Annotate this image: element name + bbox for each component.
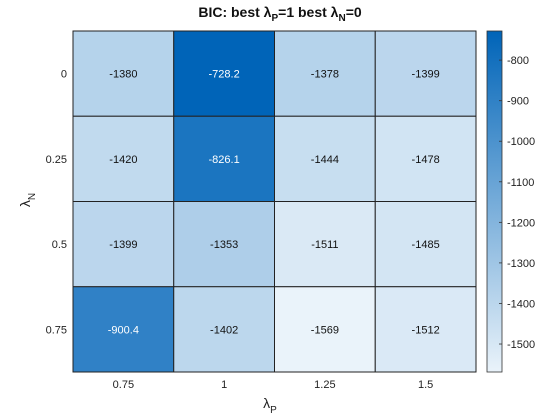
heatmap-cell: [173, 201, 275, 288]
heatmap-cell: [72, 30, 175, 117]
cell-label: -1444: [311, 154, 339, 166]
heatmap-cell: [72, 115, 175, 202]
cell-label: -1353: [210, 239, 238, 251]
y-tick-label: 0.25: [46, 154, 67, 166]
cell-label: -1485: [412, 239, 440, 251]
heatmap-cell: [274, 286, 376, 373]
cell-label: -1402: [210, 324, 238, 336]
x-tick-label: 1: [221, 379, 227, 391]
colorbar-tick-label: -1100: [507, 177, 534, 189]
heatmap-cell: [173, 30, 275, 117]
y-tick-label: 0: [61, 69, 67, 81]
colorbar-tick-label: -800: [507, 55, 529, 67]
heatmap-cell: [374, 201, 477, 288]
colorbar-tick-label: -1200: [507, 217, 535, 229]
heatmap-cells: -1380 -728.2 -1378 -1399 -1420 -826.1 -1444 -14…: [72, 30, 477, 373]
colorbar-tick-label: -1500: [507, 339, 535, 351]
x-axis-label-text: λP: [263, 395, 277, 416]
heatmap-cell: [173, 286, 275, 373]
x-axis-label: λP: [263, 395, 277, 416]
cell-label: -1511: [311, 239, 338, 251]
y-axis-label: λN: [17, 193, 38, 207]
colorbar-tick-label: -1400: [507, 298, 535, 310]
colorbar-tick-label: -900: [507, 96, 529, 108]
y-tick-label: 0.75: [46, 324, 67, 336]
cell-label: -1399: [109, 239, 137, 251]
colorbar-gradient: [486, 30, 503, 373]
cell-label: -1380: [109, 69, 137, 81]
cell-label: -1420: [109, 154, 137, 166]
cell-label: -1478: [412, 154, 440, 166]
cell-label: -900.4: [108, 324, 139, 336]
cell-label: -1378: [311, 69, 339, 81]
y-tick-label: 0.5: [52, 239, 67, 251]
y-tick-labels: 0 0.25 0.5 0.75: [46, 69, 67, 337]
heatmap-cell: [374, 115, 477, 202]
y-axis-label-text: λN: [17, 193, 38, 207]
colorbar: -800 -900 -1000 -1100 -1200 -1300 -1400 -1500: [486, 30, 535, 373]
colorbar-tick-label: -1000: [507, 136, 535, 148]
chart-title: BIC: best λP=1 best λN=0: [198, 4, 362, 24]
x-tick-label: 1.25: [314, 379, 335, 391]
heatmap-cell: [374, 30, 477, 117]
cell-label: -826.1: [209, 154, 240, 166]
cell-label: -728.2: [209, 69, 240, 81]
heatmap-cell: [374, 286, 477, 373]
heatmap-cell: [72, 286, 175, 373]
cell-label: -1399: [412, 69, 440, 81]
heatmap-cell: [274, 30, 376, 117]
x-tick-labels: 0.75 1 1.25 1.5: [113, 379, 434, 391]
cell-label: -1569: [311, 324, 339, 336]
chart-title-text: BIC: best λP=1 best λN=0: [198, 4, 362, 24]
cell-label: -1512: [412, 324, 440, 336]
x-tick-label: 0.75: [113, 379, 134, 391]
x-tick-label: 1.5: [418, 379, 433, 391]
colorbar-tick-label: -1300: [507, 258, 535, 270]
heatmap-cell: [173, 115, 275, 202]
